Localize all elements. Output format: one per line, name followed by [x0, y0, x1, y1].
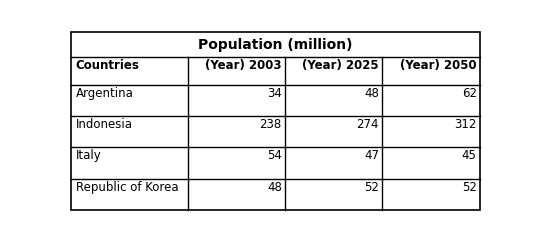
Text: Republic of Korea: Republic of Korea — [75, 181, 178, 194]
Text: Population (million): Population (million) — [199, 38, 353, 52]
Text: 47: 47 — [364, 150, 379, 162]
Text: 54: 54 — [267, 150, 282, 162]
Text: (Year) 2050: (Year) 2050 — [400, 60, 477, 72]
Text: (Year) 2003: (Year) 2003 — [206, 60, 282, 72]
Text: (Year) 2025: (Year) 2025 — [302, 60, 379, 72]
Text: 312: 312 — [454, 118, 477, 131]
Text: 52: 52 — [364, 181, 379, 194]
Text: 52: 52 — [462, 181, 477, 194]
Text: 48: 48 — [267, 181, 282, 194]
Text: 274: 274 — [357, 118, 379, 131]
Text: Argentina: Argentina — [75, 87, 133, 100]
Text: 48: 48 — [364, 87, 379, 100]
Text: Countries: Countries — [75, 60, 139, 72]
Text: 34: 34 — [267, 87, 282, 100]
Text: Indonesia: Indonesia — [75, 118, 132, 131]
Text: 45: 45 — [462, 150, 477, 162]
Text: 62: 62 — [462, 87, 477, 100]
Text: 238: 238 — [259, 118, 282, 131]
Text: Italy: Italy — [75, 150, 101, 162]
